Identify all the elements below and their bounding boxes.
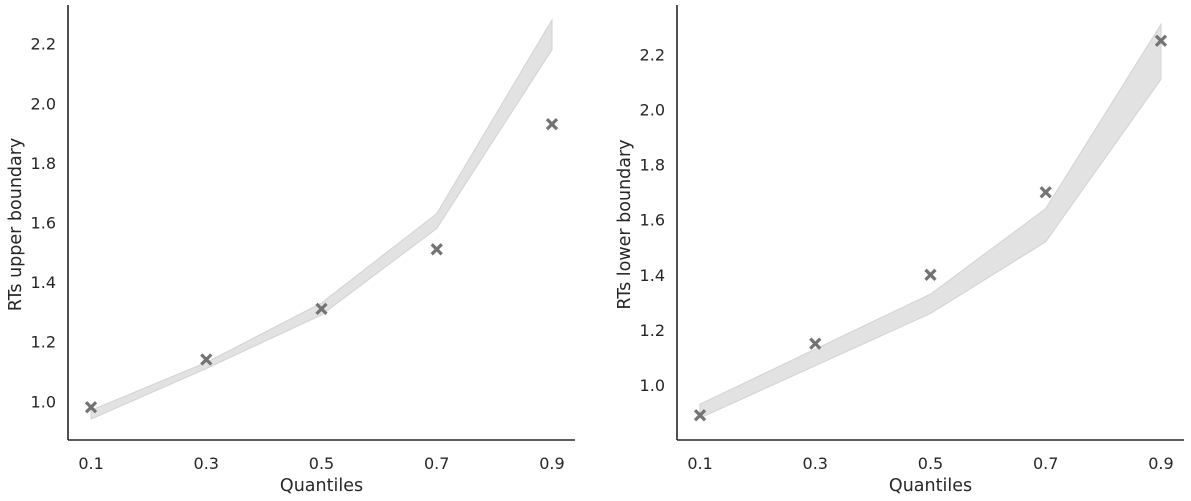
x-tick-label: 0.5	[918, 454, 943, 473]
y-tick-label: 2.2	[31, 35, 56, 54]
chart-panel-upper-boundary: 0.1 0.3 0.5 0.7 0.9 1.0 1.2 1.4 1.6 1.8 2.0 2.2 Quan…	[6, 5, 575, 496]
prediction-band	[90, 18, 553, 420]
data-point-x-marker	[809, 337, 822, 350]
y-tick-label: 1.6	[640, 211, 665, 230]
x-tick-label: 0.7	[1033, 454, 1058, 473]
x-axis-title: Quantiles	[889, 476, 972, 496]
data-point-x-marker	[430, 243, 443, 256]
y-tick-label: 2.2	[640, 46, 665, 65]
y-tick-label: 1.2	[31, 333, 56, 352]
y-tick-label: 1.4	[640, 266, 665, 285]
x-tick-label: 0.7	[424, 454, 449, 473]
prediction-band	[699, 22, 1162, 419]
y-tick-label: 1.8	[31, 154, 56, 173]
x-tick-label: 0.3	[803, 454, 828, 473]
y-axis-title: RTs upper boundary	[6, 138, 26, 312]
x-axis-title: Quantiles	[280, 476, 363, 496]
y-axis-title: RTs lower boundary	[615, 139, 635, 309]
x-tick-label: 0.1	[687, 454, 712, 473]
y-tick-label: 2.0	[640, 101, 665, 120]
x-tick-label: 0.1	[78, 454, 103, 473]
y-tick-label: 1.6	[31, 214, 56, 233]
y-tick-label: 2.0	[31, 94, 56, 113]
chart-panel-lower-boundary: 0.1 0.3 0.5 0.7 0.9 1.0 1.2 1.4 1.6 1.8 2.0 2.2 Quan…	[615, 5, 1184, 496]
y-tick-label: 1.8	[640, 156, 665, 175]
data-point-x-marker	[1154, 34, 1168, 47]
y-tick-label: 1.0	[640, 376, 665, 395]
x-tick-label: 0.9	[1148, 454, 1173, 473]
data-point-x-marker	[1039, 186, 1052, 199]
y-tick-label: 1.4	[31, 273, 56, 292]
data-point-x-marker	[200, 353, 213, 366]
x-tick-label: 0.9	[539, 454, 564, 473]
x-tick-label: 0.3	[194, 454, 219, 473]
data-point-x-marker	[924, 268, 937, 281]
y-tick-label: 1.2	[640, 321, 665, 340]
y-tick-label: 1.0	[31, 392, 56, 411]
data-point-x-marker	[693, 409, 707, 422]
data-point-x-marker	[545, 118, 559, 131]
data-point-x-marker	[315, 302, 328, 316]
data-point-x-marker	[84, 401, 98, 414]
x-tick-label: 0.5	[309, 454, 334, 473]
